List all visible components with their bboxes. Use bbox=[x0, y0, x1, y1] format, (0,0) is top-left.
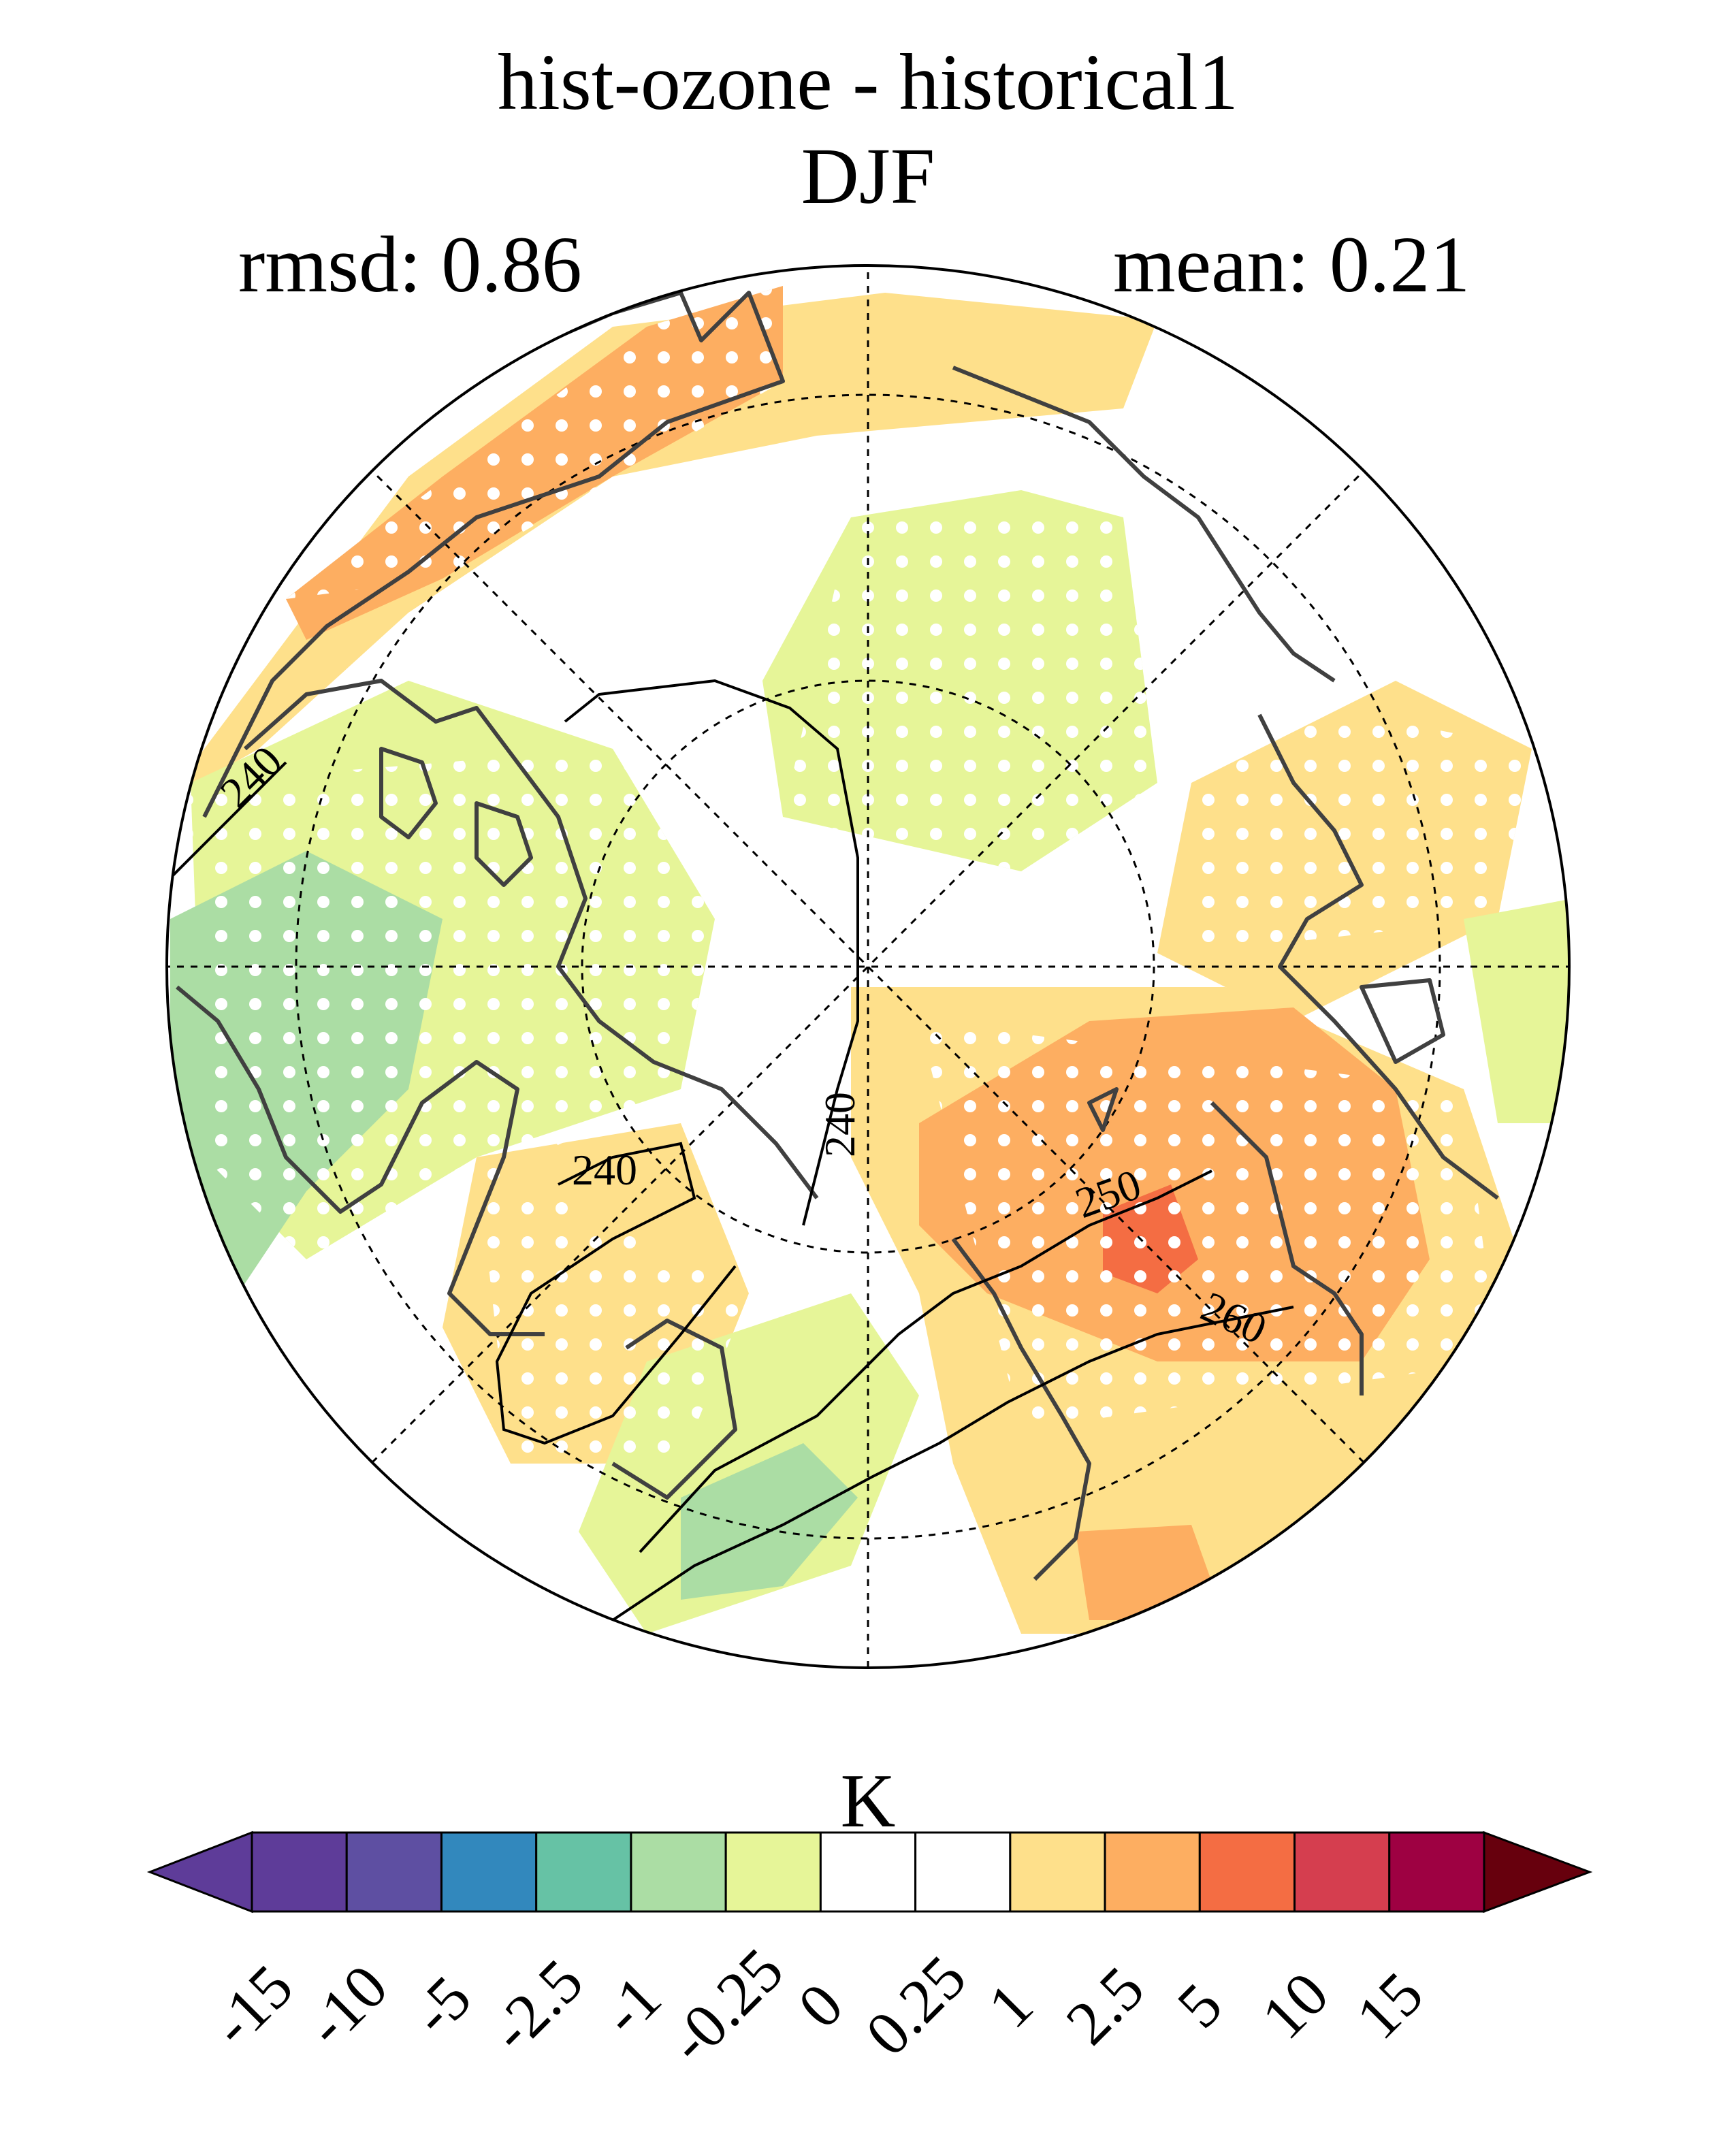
contour-label: 240 bbox=[572, 1146, 637, 1194]
colorbar-tick-label: 10 bbox=[1247, 1958, 1342, 2052]
colorbar-tick-label: 15 bbox=[1343, 1958, 1436, 2052]
significance-stipple bbox=[477, 1157, 749, 1464]
colorbar-tick-label: -5 bbox=[398, 1962, 485, 2049]
anomaly-region-cool bbox=[1464, 899, 1569, 1123]
rmsd-stat: rmsd: 0.86 bbox=[238, 220, 582, 309]
colorbar-swatch bbox=[1009, 1831, 1106, 1913]
season-label: DJF bbox=[801, 131, 935, 221]
colorbar-swatch bbox=[1104, 1831, 1201, 1913]
significance-stipple bbox=[286, 286, 783, 599]
colorbar-swatch bbox=[251, 1831, 348, 1913]
colorbar-tick-label: 1 bbox=[974, 1969, 1046, 2042]
colorbar-extend-high bbox=[1483, 1830, 1593, 1914]
colorbar-swatch bbox=[1198, 1831, 1296, 1913]
colorbar-swatch bbox=[440, 1831, 538, 1913]
colorbar-swatch bbox=[724, 1831, 822, 1913]
plot-title: hist-ozone - historical1 bbox=[498, 37, 1238, 127]
colorbar-swatch bbox=[630, 1831, 727, 1913]
colorbar-extend-low bbox=[146, 1830, 253, 1914]
colorbar-swatch bbox=[345, 1831, 443, 1913]
map-boundary bbox=[165, 264, 1571, 1669]
colorbar-swatch bbox=[1293, 1831, 1391, 1913]
colorbar-swatch bbox=[819, 1831, 917, 1913]
polar-map: 240 240 240 250 260 bbox=[165, 264, 1571, 1669]
graticule bbox=[167, 265, 1569, 1668]
colorbar bbox=[146, 1830, 1593, 1914]
colorbar-swatch bbox=[914, 1831, 1012, 1913]
mean-stat: mean: 0.21 bbox=[1113, 220, 1470, 309]
colorbar-tick-label: -1 bbox=[588, 1962, 675, 2049]
significance-stipple bbox=[191, 749, 715, 1259]
climatology-contours bbox=[169, 679, 1294, 1621]
colorbar-unit: K bbox=[840, 1759, 896, 1843]
colorbar-tick-label: 5 bbox=[1163, 1969, 1236, 2042]
significance-stipple bbox=[783, 517, 1157, 871]
colorbar-tick-label: 0 bbox=[785, 1969, 856, 2042]
significance-stipple bbox=[919, 1021, 1498, 1430]
colorbar-swatch bbox=[535, 1831, 632, 1913]
coastlines bbox=[176, 291, 1499, 1581]
anomaly-region-green bbox=[681, 1443, 858, 1600]
colorbar-swatch bbox=[1388, 1831, 1485, 1913]
anomaly-region-warm bbox=[167, 293, 1157, 803]
contour-label: 240 bbox=[816, 1092, 864, 1157]
